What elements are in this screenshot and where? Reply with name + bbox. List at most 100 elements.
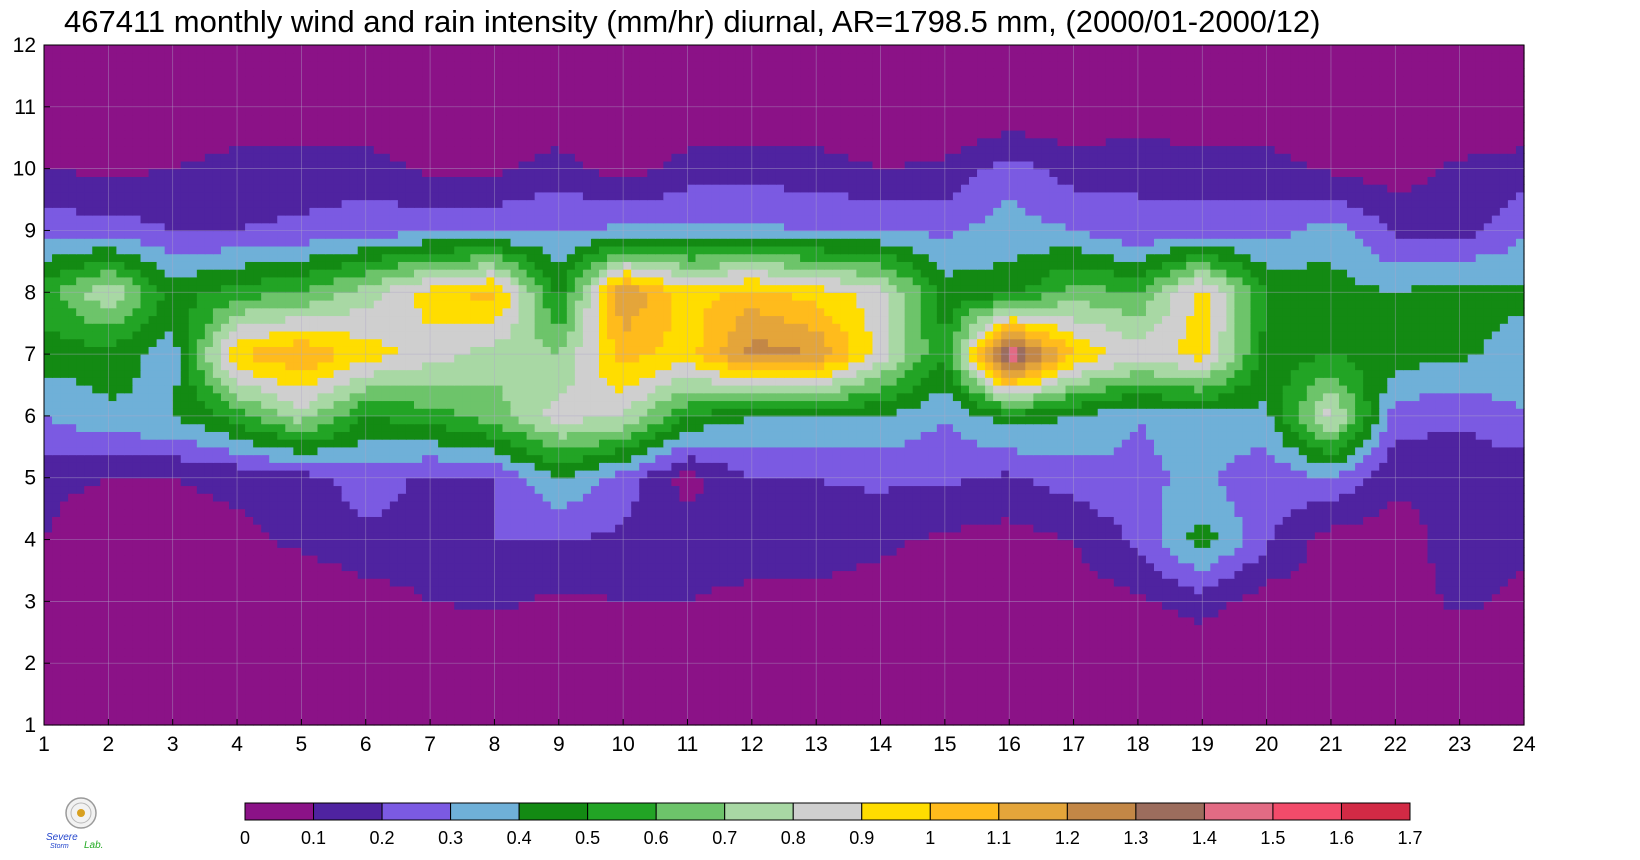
contour-cell <box>237 562 246 572</box>
contour-cell <box>655 701 664 711</box>
contour-cell <box>1475 547 1485 556</box>
contour-cell <box>486 694 496 703</box>
contour-cell <box>1451 547 1461 556</box>
contour-cell <box>993 570 1002 579</box>
contour-cell <box>1097 701 1107 711</box>
contour-cell <box>212 524 222 533</box>
contour-cell <box>582 531 592 541</box>
contour-cell <box>478 609 487 618</box>
contour-cell <box>1145 539 1155 548</box>
contour-cell <box>381 524 391 533</box>
contour-cell <box>405 508 415 517</box>
contour-cell <box>590 585 600 595</box>
contour-cell <box>1113 663 1123 672</box>
contour-cell <box>229 663 238 672</box>
contour-cell <box>912 701 922 711</box>
contour-cell <box>848 539 857 548</box>
contour-cell <box>349 609 359 618</box>
contour-cell <box>180 670 190 680</box>
contour-cell <box>341 717 351 726</box>
contour-cell <box>405 601 415 610</box>
contour-cell <box>470 555 479 564</box>
contour-cell <box>888 609 898 618</box>
contour-cell <box>952 655 962 664</box>
contour-cell <box>1419 655 1429 664</box>
contour-cell <box>808 539 817 548</box>
contour-cell <box>212 655 222 664</box>
contour-cell <box>977 570 986 579</box>
contour-cell <box>1129 655 1139 664</box>
contour-cell <box>502 678 512 687</box>
contour-cell <box>446 616 455 626</box>
contour-cell <box>1129 562 1139 572</box>
contour-cell <box>1194 686 1203 695</box>
contour-cell <box>124 640 134 649</box>
contour-cell <box>100 663 109 672</box>
contour-cell <box>985 678 994 687</box>
contour-cell <box>1355 578 1364 587</box>
contour-cell <box>952 616 962 626</box>
contour-cell <box>494 694 504 703</box>
contour-cell <box>1306 709 1316 718</box>
contour-cell <box>1234 539 1244 548</box>
contour-cell <box>188 562 198 572</box>
contour-cell <box>325 531 335 541</box>
contour-cell <box>1057 624 1067 633</box>
contour-cell <box>920 547 930 556</box>
contour-cell <box>397 555 407 564</box>
contour-cell <box>478 547 487 556</box>
contour-cell <box>84 500 93 510</box>
contour-cell <box>172 601 182 610</box>
contour-cell <box>574 477 584 487</box>
contour-cell <box>1371 539 1380 548</box>
contour-cell <box>365 547 375 556</box>
contour-cell <box>317 585 327 595</box>
contour-cell <box>1443 539 1453 548</box>
contour-cell <box>1049 562 1059 572</box>
contour-cell <box>808 632 817 641</box>
contour-cell <box>454 516 463 525</box>
contour-cell <box>446 516 455 525</box>
contour-cell <box>542 686 552 695</box>
contour-cell <box>1459 555 1469 564</box>
contour-cell <box>341 678 351 687</box>
contour-cell <box>430 663 439 672</box>
contour-cell <box>1290 555 1300 564</box>
contour-cell <box>518 678 528 687</box>
contour-cell <box>792 647 801 657</box>
contour-cell <box>188 678 198 687</box>
contour-cell <box>1121 640 1131 649</box>
contour-cell <box>912 717 922 726</box>
contour-cell <box>333 570 343 579</box>
contour-cell <box>767 601 777 610</box>
contour-cell <box>253 640 262 649</box>
contour-cell <box>446 500 455 510</box>
contour-cell <box>293 624 302 633</box>
contour-cell <box>928 647 938 657</box>
contour-cell <box>832 694 841 703</box>
contour-cell <box>695 601 705 610</box>
contour-cell <box>840 678 849 687</box>
contour-cell <box>1395 570 1404 579</box>
contour-cell <box>1041 570 1051 579</box>
contour-cell <box>518 516 528 525</box>
contour-cell <box>623 601 632 610</box>
contour-cell <box>140 624 150 633</box>
contour-cell <box>277 585 286 595</box>
contour-cell <box>639 701 648 711</box>
contour-cell <box>590 647 600 657</box>
contour-cell <box>1499 647 1509 657</box>
contour-cell <box>1049 601 1059 610</box>
contour-cell <box>1467 624 1477 633</box>
contour-cell <box>607 570 616 579</box>
contour-cell <box>253 531 262 541</box>
contour-cell <box>148 585 158 595</box>
contour-cell <box>220 616 230 626</box>
contour-cell <box>550 663 560 672</box>
contour-cell <box>309 670 319 680</box>
contour-cell <box>743 578 753 587</box>
contour-cell <box>1073 601 1083 610</box>
contour-cell <box>550 678 560 687</box>
contour-cell <box>872 562 882 572</box>
contour-cell <box>695 640 705 649</box>
